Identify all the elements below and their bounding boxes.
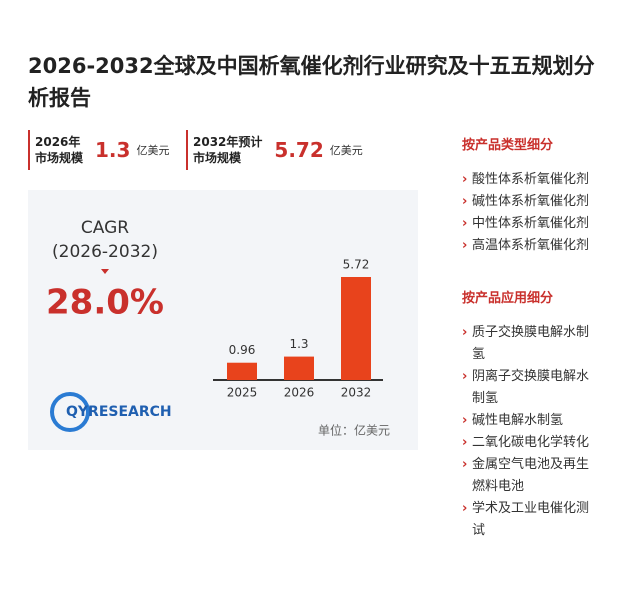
type-item: 高温体系析氧催化剂: [462, 235, 600, 257]
value-label: 5.72: [343, 258, 370, 272]
cagr-period: (2026-2032): [52, 242, 158, 262]
x-tick-label: 2026: [284, 386, 315, 400]
stat: 2032年预计 市场规模 5.72 亿美元: [186, 130, 363, 170]
stat-label: 2032年预计 市场规模: [193, 134, 262, 166]
application-item: 金属空气电池及再生燃料电池: [462, 454, 600, 498]
stat-unit: 亿美元: [329, 144, 363, 157]
application-item: 碱性电解水制氢: [462, 410, 600, 432]
report-title: 2026-2032全球及中国析氧催化剂行业研究及十五五规划分析报告: [28, 54, 595, 110]
bar: [227, 362, 257, 380]
stat-value: 5.72: [274, 138, 324, 162]
logo: QYRESEARCH: [66, 404, 172, 420]
bar: [284, 356, 314, 380]
type-item: 碱性体系析氧催化剂: [462, 191, 600, 213]
type-heading: 按产品类型细分: [462, 138, 554, 153]
application-item: 学术及工业电催化测试: [462, 498, 600, 542]
stat-label-line: 2026年: [35, 135, 81, 149]
application-heading: 按产品应用细分: [462, 291, 554, 306]
application-item: 阴离子交换膜电解水制氢: [462, 366, 600, 410]
application-list: 质子交换膜电解水制氢阴离子交换膜电解水制氢碱性电解水制氢二氧化碳电化学转化金属空…: [462, 322, 602, 542]
cagr-label: CAGR: [81, 218, 129, 238]
chart-panel: CAGR (2026-2032) 28.0% QYRESEARCH 单位：亿美元…: [28, 190, 418, 450]
triangle: [101, 269, 109, 274]
x-tick-label: 2032: [341, 386, 372, 400]
stat-label-line: 2032年预计: [193, 135, 263, 149]
application-item: 质子交换膜电解水制氢: [462, 322, 600, 366]
logo-icon: [50, 392, 90, 432]
sidebar: 按产品类型细分 酸性体系析氧催化剂碱性体系析氧催化剂中性体系析氧催化剂高温体系析…: [462, 134, 602, 572]
stat-unit: 亿美元: [136, 144, 170, 157]
stat-label-line: 市场规模: [193, 151, 242, 165]
application-item: 二氧化碳电化学转化: [462, 432, 600, 454]
value-label: 0.96: [229, 343, 256, 357]
x-tick-label: 2025: [227, 386, 258, 400]
type-item: 酸性体系析氧催化剂: [462, 169, 600, 191]
value-label: 1.3: [289, 337, 308, 351]
stat-value: 1.3: [95, 138, 131, 162]
bar: [341, 277, 371, 380]
stat: 2026年市场规模 1.3 亿美元: [28, 130, 169, 170]
type-item: 中性体系析氧催化剂: [462, 213, 600, 235]
type-list: 酸性体系析氧催化剂碱性体系析氧催化剂中性体系析氧催化剂高温体系析氧催化剂: [462, 169, 602, 257]
unit-label: 单位：亿美元: [318, 423, 390, 438]
stat-label-line: 市场规模: [35, 151, 84, 165]
cagr-value: 28.0%: [46, 283, 164, 323]
stat-label: 2026年市场规模: [35, 134, 83, 166]
